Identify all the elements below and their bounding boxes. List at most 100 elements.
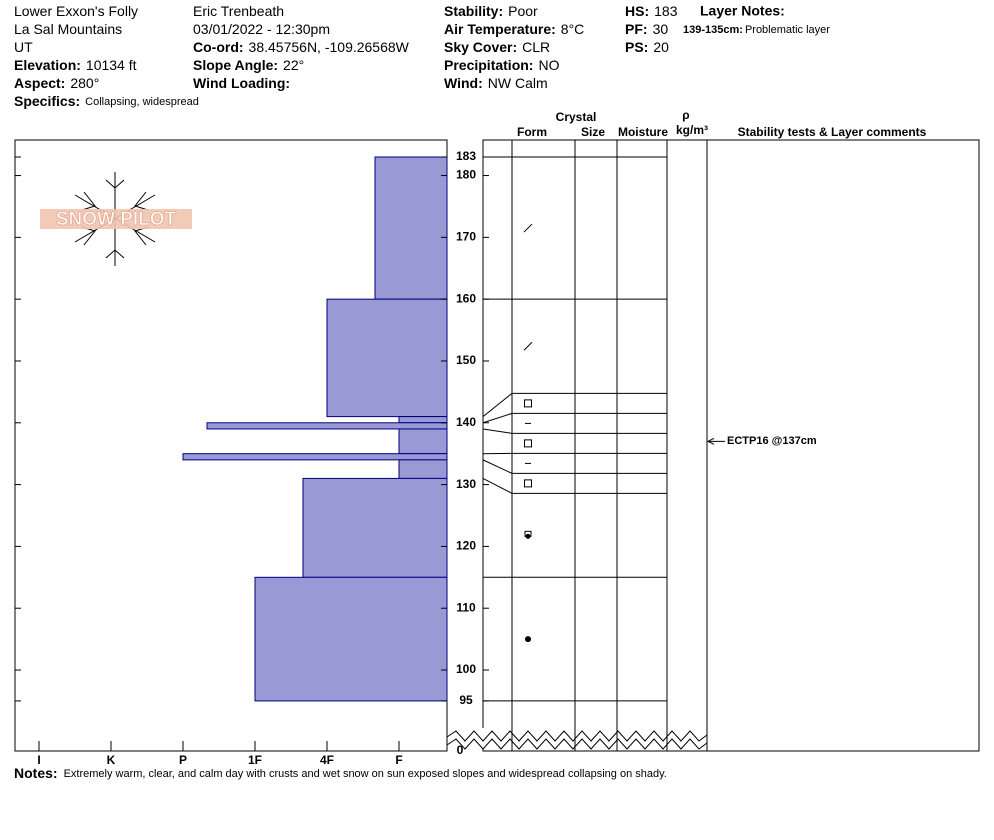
y-tick-label: 180 (456, 168, 476, 182)
hardness-bar (374, 156, 448, 300)
field-value: 20 (653, 39, 669, 55)
field-value: CLR (522, 39, 550, 55)
y-tick-label: 140 (456, 415, 476, 429)
x-tick-label: P (179, 753, 187, 767)
form-symbol (524, 439, 532, 448)
field-value: 8°C (561, 21, 585, 37)
field-value: 38.45756N, -109.26568W (249, 39, 410, 55)
y-base-label: 0 (457, 743, 464, 757)
field-label: Specifics: (14, 93, 80, 109)
field-value: Poor (508, 3, 538, 19)
test-arrowhead (706, 437, 715, 445)
y-tick-label: 130 (456, 477, 476, 491)
y-tick-label: 110 (456, 600, 476, 614)
axis-break (446, 728, 708, 750)
layer-note-range: 139-135cm: (683, 24, 743, 36)
hardness-bar (206, 422, 448, 430)
y-tick-label: 160 (456, 291, 476, 305)
y-tick-label: 170 (456, 230, 476, 244)
header-field: Aspect: 280° (14, 75, 99, 91)
field-label: Stability: (444, 3, 503, 19)
field-value: 03/01/2022 - 12:30pm (193, 21, 330, 37)
header-field: Co-ord: 38.45756N, -109.26568W (193, 39, 410, 55)
hardness-bar (398, 428, 448, 455)
field-label: PF: (625, 21, 648, 37)
column-header: Form (517, 125, 547, 139)
field-label: Wind: (444, 75, 483, 91)
field-label: Precipitation: (444, 57, 533, 73)
column-header: kg/m³ (676, 123, 708, 137)
header-field: Stability: Poor (444, 3, 538, 19)
field-value: 10134 ft (86, 57, 137, 73)
x-tick-label: I (37, 753, 40, 767)
form-symbol (525, 636, 531, 643)
y-tick-label: 150 (456, 353, 476, 367)
hardness-bar (326, 298, 448, 418)
y-tick-label: 95 (459, 693, 473, 707)
hardness-bar (182, 453, 448, 461)
field-value: Collapsing, widespread (85, 96, 199, 108)
notes: Notes: Extremely warm, clear, and calm da… (14, 765, 667, 781)
layer-note-text: Problematic layer (745, 24, 830, 36)
header-field: UT (14, 39, 33, 55)
field-label: Air Temperature: (444, 21, 556, 37)
field-label: Wind Loading: (193, 75, 290, 91)
hardness-bar (254, 576, 448, 702)
header-field: Specifics: Collapsing, widespread (14, 93, 199, 109)
column-header: Size (581, 125, 605, 139)
hardness-bar (398, 459, 448, 479)
column-header: ρ (682, 108, 689, 122)
header-field: Slope Angle: 22° (193, 57, 304, 73)
form-symbol (525, 533, 531, 539)
field-label: PS: (625, 39, 648, 55)
logo-band (40, 209, 192, 229)
notes-text: Extremely warm, clear, and calm day with… (64, 768, 667, 780)
header-field: Air Temperature: 8°C (444, 21, 584, 37)
form-symbol (523, 341, 533, 351)
layer-boundary (482, 412, 667, 424)
form-symbol (524, 479, 532, 488)
x-tick-label: 4F (320, 753, 334, 767)
field-value: Eric Trenbeath (193, 3, 284, 19)
y-tick-label: 100 (456, 662, 476, 676)
field-label: Co-ord: (193, 39, 244, 55)
field-label: Aspect: (14, 75, 65, 91)
header-field: HS: 183 (625, 3, 678, 19)
y-tick-label: 183 (456, 149, 476, 163)
form-symbol (523, 223, 533, 233)
layer-boundary (482, 428, 667, 434)
field-value: UT (14, 39, 33, 55)
field-label: Elevation: (14, 57, 81, 73)
header-field: Wind: NW Calm (444, 75, 548, 91)
field-label: HS: (625, 3, 649, 19)
header-field: PF: 30 (625, 21, 668, 37)
x-tick-label: K (107, 753, 116, 767)
field-value: 22° (283, 57, 304, 73)
header-field: 03/01/2022 - 12:30pm (193, 21, 330, 37)
header-field: La Sal Mountains (14, 21, 122, 37)
header-field: PS: 20 (625, 39, 669, 55)
logo-text: SNOW PILOT (56, 209, 177, 230)
field-value: NO (538, 57, 559, 73)
form-symbol (524, 399, 532, 408)
layer-table-frame (482, 139, 980, 752)
layer-boundary (482, 477, 667, 494)
x-tick-label: 1F (248, 753, 262, 767)
field-value: 30 (653, 21, 669, 37)
test-label: ECTP16 @137cm (727, 435, 817, 447)
header-field: Wind Loading: (193, 75, 290, 91)
hardness-bar (302, 477, 448, 578)
hardness-bar (398, 416, 448, 424)
header-field: Lower Exxon's Folly (14, 3, 138, 19)
x-tick-label: F (395, 753, 402, 767)
field-label: Sky Cover: (444, 39, 517, 55)
field-value: NW Calm (488, 75, 548, 91)
layer-boundary (482, 459, 667, 474)
header-field: Eric Trenbeath (193, 3, 284, 19)
layer-boundary (482, 392, 667, 417)
column-header: Stability tests & Layer comments (738, 125, 927, 139)
header-field: Precipitation: NO (444, 57, 560, 73)
field-label: Slope Angle: (193, 57, 278, 73)
field-value: 183 (654, 3, 678, 19)
